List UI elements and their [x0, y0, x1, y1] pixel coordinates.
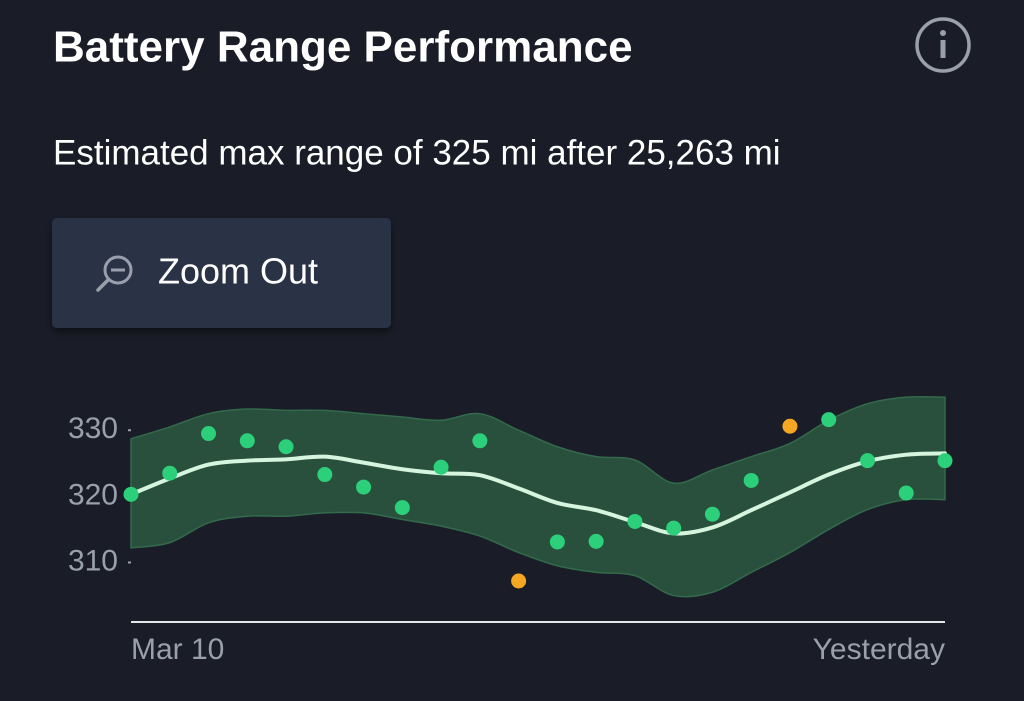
- info-dot: [940, 30, 946, 36]
- button-bg: [52, 218, 391, 328]
- x-tick-label: Mar 10: [131, 633, 224, 666]
- data-point: [937, 453, 953, 469]
- data-point: [394, 500, 410, 516]
- data-point: [317, 467, 333, 483]
- data-point: [162, 465, 178, 481]
- x-tick-label: Yesterday: [813, 633, 945, 666]
- data-point: [239, 433, 255, 449]
- data-point: [859, 453, 875, 469]
- title: Battery Range Performance: [53, 23, 633, 72]
- info-stem: [940, 40, 946, 58]
- data-point: [666, 520, 682, 536]
- data-point: [704, 506, 720, 522]
- data-point: [627, 513, 643, 529]
- data-point: [782, 418, 798, 434]
- zoom-icon-lens: [103, 255, 133, 285]
- data-point: [821, 412, 837, 428]
- data-point: [201, 426, 217, 442]
- zoom-out-button[interactable]: Zoom Out: [52, 218, 391, 328]
- trend-line: [129, 451, 947, 536]
- zoom-icon-handle: [96, 278, 110, 292]
- data-point: [123, 486, 139, 502]
- data-point: [278, 439, 294, 455]
- info-circle: [915, 17, 971, 73]
- data-point: [433, 459, 449, 475]
- y-tick-label: 320: [68, 478, 118, 511]
- data-point: [743, 472, 759, 488]
- info-button[interactable]: [915, 17, 971, 73]
- data-point: [472, 433, 488, 449]
- data-point: [511, 573, 527, 589]
- button-label: Zoom Out: [158, 251, 318, 292]
- data-point: [356, 479, 372, 495]
- data-point: [549, 534, 565, 550]
- data-point: [588, 533, 604, 549]
- y-tick-label: 330: [68, 412, 118, 445]
- chart: 310 320 330 Mar 10 Yesterday: [68, 395, 953, 666]
- y-tick-label: 310: [68, 544, 118, 577]
- subtitle: Estimated max range of 325 mi after 25,2…: [53, 133, 781, 172]
- data-point: [898, 485, 914, 501]
